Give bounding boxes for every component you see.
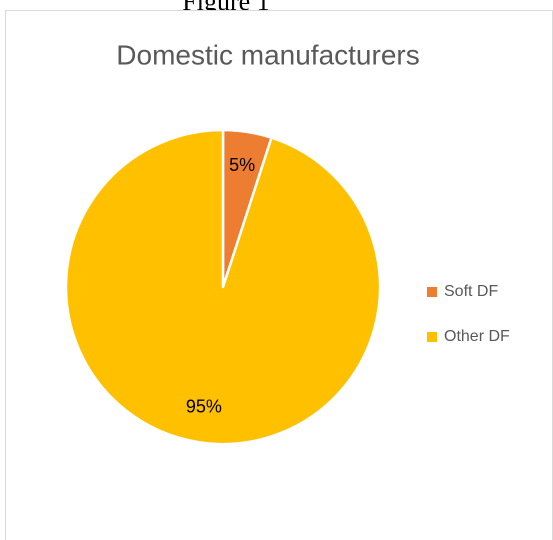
chart-title: Domestic manufacturers xyxy=(116,39,419,70)
pie-slice xyxy=(64,128,382,446)
legend-label: Other DF xyxy=(444,328,510,345)
data-label: 5% xyxy=(229,155,255,175)
legend-swatch xyxy=(427,332,437,342)
legend-label: Soft DF xyxy=(444,283,498,300)
legend-swatch xyxy=(427,287,437,297)
data-label: 95% xyxy=(186,397,222,417)
